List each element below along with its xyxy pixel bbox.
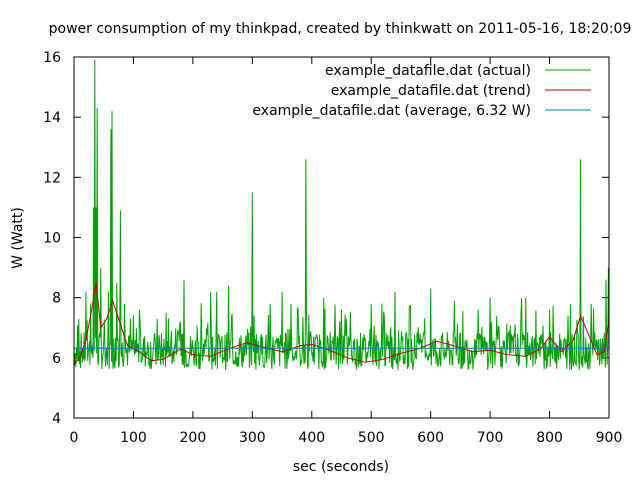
x-tick-label: 100 [120, 430, 147, 446]
x-tick-label: 400 [298, 430, 325, 446]
series-actual-line [73, 59, 609, 371]
x-tick-label: 800 [536, 430, 563, 446]
x-tick-label: 600 [417, 430, 444, 446]
axis-ticks: 0 100 200 300 400 500 600 700 800 900 4 6 8 10 12 14 16 [43, 50, 622, 446]
legend-actual-label: example_datafile.dat (actual) [325, 63, 531, 79]
legend-trend-label: example_datafile.dat (trend) [331, 83, 531, 99]
x-tick-label: 900 [596, 430, 623, 446]
series-trend-line [73, 282, 610, 365]
legend: example_datafile.dat (actual) example_dat… [252, 63, 591, 119]
y-tick-label: 4 [52, 411, 61, 427]
x-tick-label: 700 [477, 430, 504, 446]
x-tick-label: 500 [358, 430, 385, 446]
y-tick-label: 10 [43, 231, 61, 247]
legend-average-label: example_datafile.dat (average, 6.32 W) [252, 103, 531, 119]
x-tick-label: 0 [70, 430, 79, 446]
y-tick-label: 6 [52, 351, 61, 367]
y-tick-label: 12 [43, 170, 61, 186]
x-axis-label: sec (seconds) [293, 459, 389, 475]
y-tick-label: 14 [43, 110, 61, 126]
y-tick-label: 16 [43, 50, 61, 66]
x-tick-label: 300 [239, 430, 266, 446]
x-tick-label: 200 [180, 430, 207, 446]
y-tick-label: 8 [52, 291, 61, 307]
y-axis-label: W (Watt) [10, 207, 26, 269]
plot-frame [73, 56, 610, 419]
plot-area [73, 59, 610, 371]
chart-title: power consumption of my thinkpad, create… [49, 21, 632, 37]
